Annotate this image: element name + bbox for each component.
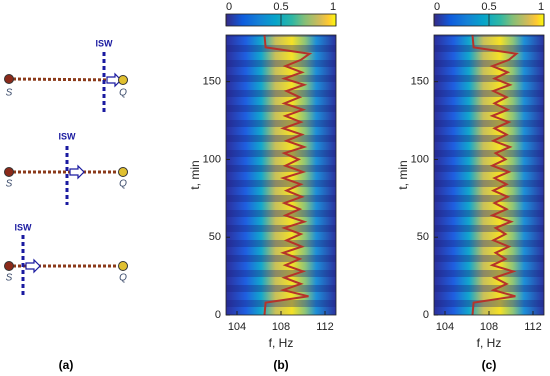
colorbar-tick-label: 0 xyxy=(226,1,232,13)
y-tick-label: 100 xyxy=(411,153,429,165)
x-tick-label: 108 xyxy=(480,321,498,333)
wave-label: ISW xyxy=(59,131,77,141)
y-tick-label: 50 xyxy=(209,231,221,243)
source-label: S xyxy=(6,179,13,190)
receiver xyxy=(118,167,128,177)
y-tick-label: 0 xyxy=(215,309,221,321)
caption: (a) xyxy=(59,358,74,372)
y-tick-label: 150 xyxy=(203,76,221,88)
source-label: S xyxy=(6,88,13,99)
x-axis-label: f, Hz xyxy=(477,336,502,350)
colorbar-tick-label: 0 xyxy=(434,1,440,13)
y-tick-label: 0 xyxy=(423,309,429,321)
caption: (c) xyxy=(482,358,497,372)
colorbar-tick-label: 0.5 xyxy=(481,1,496,13)
x-tick-label: 112 xyxy=(524,321,542,333)
diagram: ISW S Q ISW S Q ISW S Q (a) xyxy=(4,38,128,372)
x-tick-label: 108 xyxy=(272,321,290,333)
x-tick-label: 104 xyxy=(228,321,246,333)
diagram-row: ISW S Q xyxy=(4,38,128,112)
source xyxy=(4,167,14,177)
caption: (b) xyxy=(273,358,288,372)
x-tick-label: 104 xyxy=(436,321,454,333)
colorbar-tick-label: 1 xyxy=(538,1,544,13)
arrow xyxy=(106,72,122,88)
source xyxy=(4,74,14,84)
path xyxy=(12,77,119,82)
arrow xyxy=(25,258,41,274)
curve xyxy=(471,34,519,316)
chart: 104 108 112 0 50 100 150 f, Hz t, min 0 0.5 1 (b) xyxy=(188,1,337,372)
diagram-row: ISW S Q xyxy=(4,222,128,298)
source xyxy=(4,261,14,271)
curve xyxy=(263,34,313,316)
colorbar-tick-label: 0.5 xyxy=(273,1,288,13)
arrow xyxy=(69,164,85,180)
y-tick-label: 100 xyxy=(203,153,221,165)
source-label: S xyxy=(6,273,13,284)
x-axis-label: f, Hz xyxy=(269,336,294,350)
heatmap-stripes xyxy=(434,35,544,315)
wave-label: ISW xyxy=(96,38,114,48)
y-axis-label: t, min xyxy=(396,160,410,189)
receiver xyxy=(118,261,128,271)
receiver-label: Q xyxy=(119,273,127,284)
y-tick-label: 50 xyxy=(417,231,429,243)
receiver xyxy=(118,75,128,85)
receiver-label: Q xyxy=(119,88,127,99)
y-axis-label: t, min xyxy=(188,160,202,189)
wave-label: ISW xyxy=(15,222,33,232)
heatmap-stripes xyxy=(226,35,336,315)
colorbar-tick-label: 1 xyxy=(330,1,336,13)
x-tick-label: 112 xyxy=(316,321,334,333)
chart: 104 108 112 0 50 100 150 f, Hz t, min 0 0.5 1 (c) xyxy=(396,1,545,372)
diagram-row: ISW S Q xyxy=(4,131,128,205)
y-tick-label: 150 xyxy=(411,76,429,88)
receiver-label: Q xyxy=(119,179,127,190)
